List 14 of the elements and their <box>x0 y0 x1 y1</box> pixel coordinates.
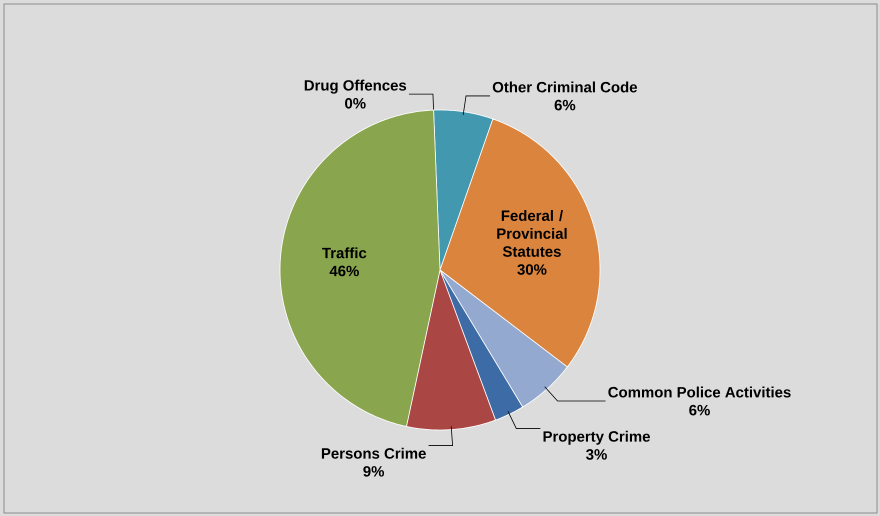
slice-label: Federal / Provincial Statutes <box>497 210 567 257</box>
data-label: 3% <box>586 449 607 460</box>
slice-label: Property Crime <box>544 430 650 445</box>
slice-label: Common Police Activities <box>608 386 791 398</box>
data-label: 6% <box>689 404 710 416</box>
category-label: Drug Offences <box>304 80 406 94</box>
slice-label: Traffic <box>322 247 366 258</box>
slice-label: Persons Crime <box>322 448 426 459</box>
data-label: 6% <box>554 100 576 110</box>
text: 0% <box>345 98 366 109</box>
data-label: 30% <box>517 264 547 275</box>
data-label: 9% <box>363 466 384 477</box>
slice-label: Other Criminal Code <box>492 81 638 92</box>
data-label: 46% <box>330 266 359 276</box>
